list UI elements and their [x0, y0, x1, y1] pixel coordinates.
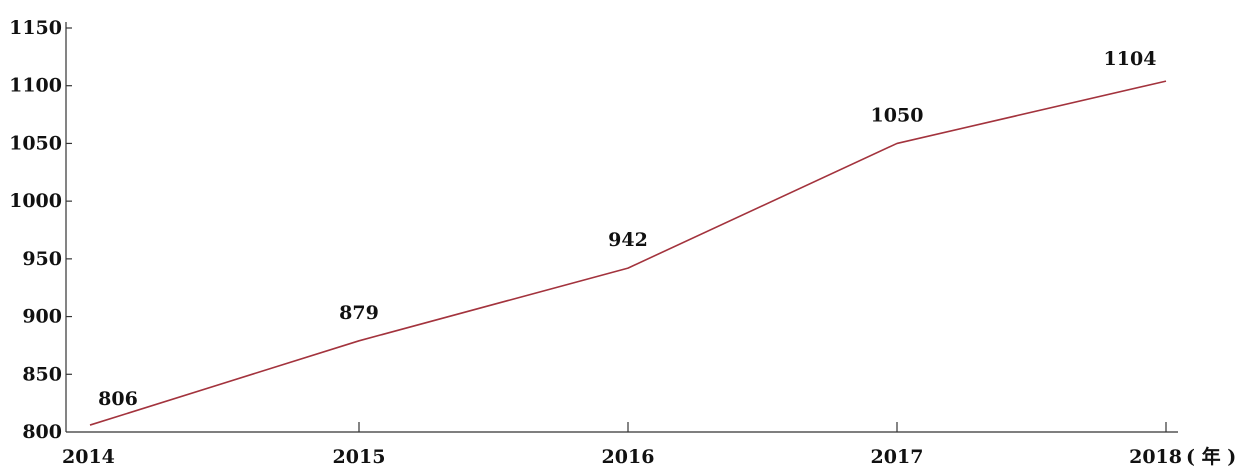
y-tick-label: 1150 — [9, 17, 62, 39]
y-tick-label: 850 — [22, 363, 62, 385]
data-label: 806 — [98, 388, 138, 410]
y-tick-label: 1100 — [9, 75, 62, 97]
x-tick-label: 2015 — [333, 446, 386, 468]
data-label: 1050 — [871, 104, 924, 126]
series-line — [89, 80, 1167, 426]
x-axis-label: ( 年 ) — [1186, 445, 1236, 468]
data-label: 1104 — [1104, 48, 1157, 70]
y-axis: 800 850 900 950 1000 1050 1100 1150 — [9, 17, 72, 443]
data-labels: 806 879 942 1050 1104 — [98, 48, 1156, 410]
data-label: 879 — [339, 302, 379, 324]
x-tick-label: 2014 — [62, 446, 115, 468]
y-tick-label: 800 — [22, 421, 62, 443]
x-tick-label: 2017 — [871, 446, 924, 468]
y-tick-label: 1000 — [9, 190, 62, 212]
y-tick-label: 1050 — [9, 132, 62, 154]
x-axis: 2014 2015 2016 2017 2018( 年 ) — [62, 422, 1236, 468]
x-tick-label: 2018 — [1129, 446, 1182, 468]
y-tick-label: 950 — [22, 248, 62, 270]
x-tick-label: 2016 — [602, 446, 655, 468]
series — [89, 80, 1167, 426]
data-label: 942 — [608, 229, 648, 251]
y-tick-label: 900 — [22, 306, 62, 328]
